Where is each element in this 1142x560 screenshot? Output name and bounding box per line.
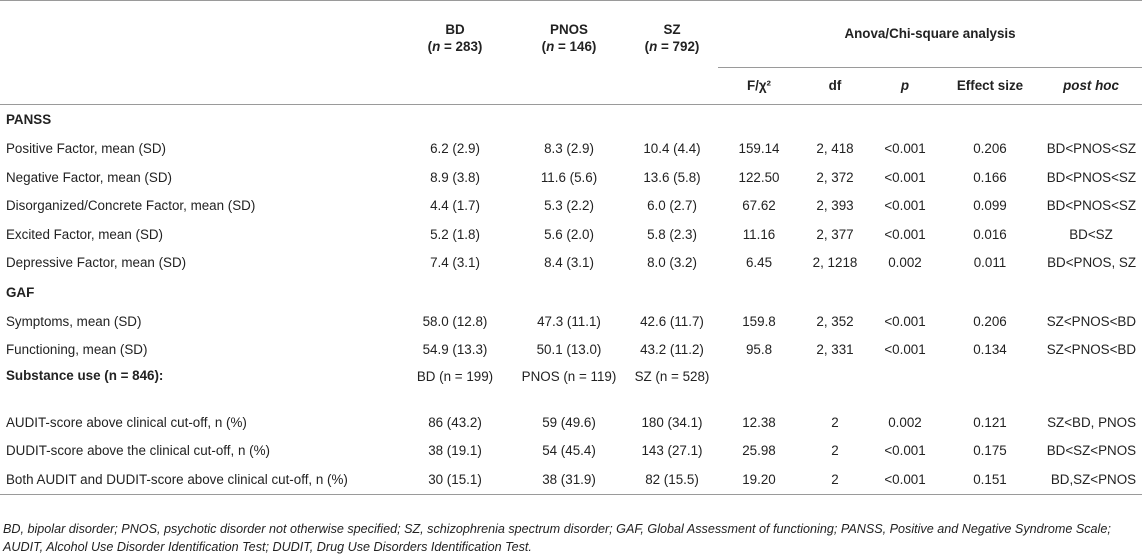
section-label: GAF xyxy=(6,284,35,300)
table-row: Functioning, mean (SD) 54.9 (13.3) 50.1 … xyxy=(6,342,1137,358)
substance-group-sz: SZ (n = 528) xyxy=(634,369,710,384)
table-row: DUDIT-score above the clinical cut-off, … xyxy=(6,443,1137,459)
col-post-hoc: post hoc xyxy=(1040,67,1142,105)
table-row: Depressive Factor, mean (SD) 7.4 (3.1) 8… xyxy=(6,255,1137,271)
analysis-title: Anova/Chi-square analysis xyxy=(718,0,1142,68)
section-label: Substance use (n = 846): xyxy=(6,368,164,383)
group-sz-n: (n = 792) xyxy=(644,39,700,54)
subcolumn-header-row: F/χ² df p Effect size post hoc xyxy=(0,67,1142,105)
results-table: BD PNOS SZ Anova/Chi-square analysis (n … xyxy=(0,0,1142,495)
group-sz-name: SZ xyxy=(626,0,718,39)
group-bd-n: (n = 283) xyxy=(427,39,483,54)
table-row: Both AUDIT and DUDIT-score above clinica… xyxy=(0,465,1142,495)
group-bd-name: BD xyxy=(398,0,512,39)
group-n-row: (n = 283) (n = 146) (n = 792) xyxy=(0,39,1142,67)
col-p: p xyxy=(870,67,940,105)
substance-group-pnos: PNOS (n = 119) xyxy=(521,369,617,384)
table-row: Symptoms, mean (SD) 58.0 (12.8) 47.3 (11… xyxy=(6,313,1137,329)
col-df: df xyxy=(800,67,870,105)
table-row: Excited Factor, mean (SD) 5.2 (1.8) 5.6 … xyxy=(6,226,1113,242)
table-row: Disorganized/Concrete Factor, mean (SD) … xyxy=(6,198,1137,214)
table-footnote: BD, bipolar disorder; PNOS, psychotic di… xyxy=(3,522,1111,554)
section-label: PANSS xyxy=(6,112,52,127)
group-pnos-n: (n = 146) xyxy=(541,39,597,54)
substance-header-row: Substance use (n = 846): BD (n = 199) PN… xyxy=(0,364,1142,408)
col-effect-size: Effect size xyxy=(940,67,1040,105)
substance-group-bd: BD (n = 199) xyxy=(416,369,494,384)
group-pnos-name: PNOS xyxy=(512,0,626,39)
table-row: AUDIT-score above clinical cut-off, n (%… xyxy=(6,414,1137,430)
group-header-row: BD PNOS SZ Anova/Chi-square analysis xyxy=(0,0,1142,68)
section-row-gaf: GAF xyxy=(0,277,1142,307)
table-row: Positive Factor, mean (SD) 6.2 (2.9) 8.3… xyxy=(6,141,1137,157)
table-row: Negative Factor, mean (SD) 8.9 (3.8) 11.… xyxy=(6,169,1137,185)
col-f-chi: F/χ² xyxy=(718,67,800,105)
section-row-panss: PANSS xyxy=(0,104,1142,135)
